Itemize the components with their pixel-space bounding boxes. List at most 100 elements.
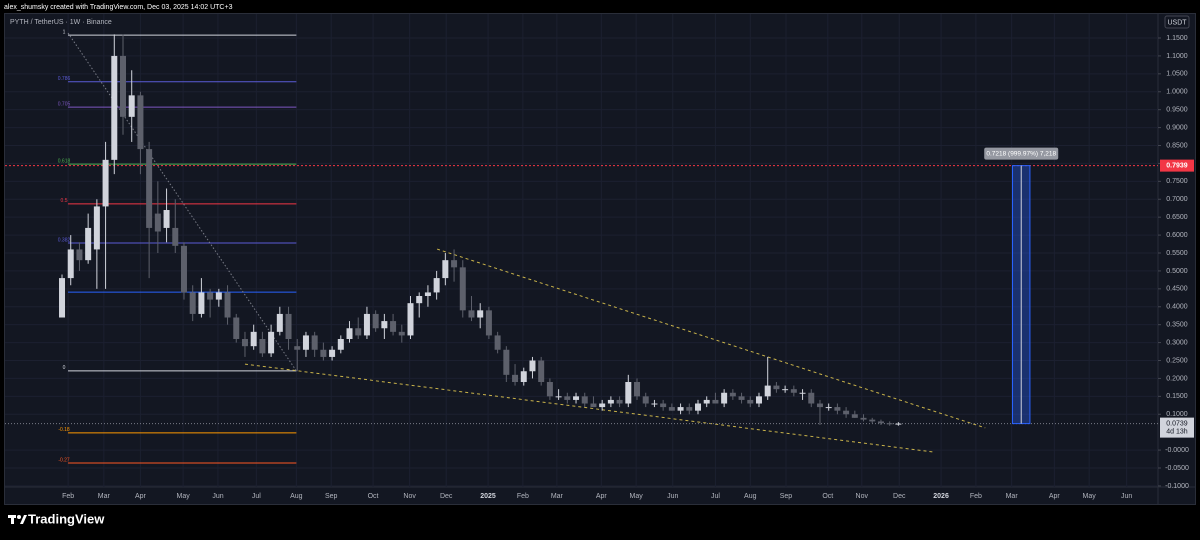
x-tick-label: Dec <box>893 493 906 500</box>
x-tick-label: Mar <box>1006 493 1019 500</box>
measure-label-box <box>984 147 1059 160</box>
candle-body <box>111 55 118 160</box>
x-tick-label: Apr <box>596 493 608 500</box>
candle-body <box>895 423 902 425</box>
candle-body <box>494 335 501 350</box>
candle-body <box>695 403 701 411</box>
candle-body <box>581 396 588 404</box>
candle-body <box>189 292 196 314</box>
y-tick-label: 0.8500 <box>1166 142 1188 149</box>
fib-label: -0.27 <box>58 457 70 463</box>
y-tick-label: 0.1000 <box>1166 411 1188 418</box>
candle-body <box>355 328 362 336</box>
x-tick-label: May <box>176 493 190 500</box>
x-tick-label: Feb <box>62 493 74 500</box>
candle-body <box>738 396 745 400</box>
x-tick-label: Feb <box>970 493 982 500</box>
y-tick-label: 0.6000 <box>1166 232 1188 239</box>
price-line-box <box>1160 159 1194 172</box>
candle-body <box>538 360 545 383</box>
candle-body <box>224 292 231 318</box>
candle-body <box>285 313 292 340</box>
candle-body <box>398 331 405 336</box>
x-tick-label: Sep <box>780 493 793 500</box>
candle-body <box>816 403 823 408</box>
currency-box[interactable] <box>1164 15 1190 29</box>
candle-body <box>93 206 100 250</box>
x-tick-label: Oct <box>368 493 379 500</box>
candle-body <box>102 159 109 207</box>
candle-body <box>860 417 867 420</box>
candle-body <box>85 227 92 261</box>
candle-body <box>59 278 66 318</box>
price-line-label: 0.7939 <box>1166 162 1188 169</box>
candle-body <box>599 403 606 408</box>
trend-line <box>67 32 297 372</box>
x-tick-label: 2025 <box>480 493 496 500</box>
candle-body <box>790 389 797 393</box>
y-tick-label: 0.5000 <box>1166 268 1188 275</box>
y-tick-label: 0.7000 <box>1166 196 1188 203</box>
candle-body <box>703 399 710 404</box>
candle-body <box>407 303 414 336</box>
candle-body <box>660 403 667 408</box>
y-tick-label: 0.7500 <box>1166 178 1188 185</box>
candle-body <box>259 339 266 354</box>
candle-body <box>381 321 388 329</box>
x-tick-label: 2026 <box>933 493 949 500</box>
candle-body <box>869 419 876 422</box>
candle-body <box>233 317 240 340</box>
chart-panel <box>4 13 1196 505</box>
candle-body <box>337 339 344 350</box>
logo-part <box>17 515 21 519</box>
candle-body <box>782 389 789 391</box>
y-tick-label: -0.0000 <box>1165 447 1189 454</box>
x-tick-label: Jul <box>252 493 261 500</box>
candle-body <box>616 399 623 404</box>
x-tick-label: May <box>1083 493 1097 500</box>
candle-body <box>433 278 440 293</box>
y-tick-label: 0.4000 <box>1166 304 1188 311</box>
y-tick-label: 0.2000 <box>1166 375 1188 382</box>
y-tick-label: 1.1500 <box>1166 35 1188 42</box>
x-tick-label: Apr <box>135 493 147 500</box>
x-tick-label: Dec <box>440 493 453 500</box>
candle-body <box>250 331 257 347</box>
fib-label: 0.618 <box>58 158 71 164</box>
candle-body <box>747 399 754 404</box>
candle-body <box>76 249 83 261</box>
last-price-box <box>1160 417 1194 438</box>
candle-body <box>651 403 658 405</box>
trend-line <box>436 248 986 429</box>
candle-body <box>825 407 832 409</box>
currency-label[interactable]: USDT <box>1167 19 1187 26</box>
candle-body <box>564 396 571 400</box>
candle-body <box>764 385 771 397</box>
candle-body <box>477 310 484 318</box>
x-tick-label: Apr <box>1049 493 1061 500</box>
candle-body <box>311 335 318 350</box>
candle-body <box>808 392 815 404</box>
candle-body <box>207 292 214 300</box>
candle-body <box>241 339 248 347</box>
candle-body <box>276 313 283 332</box>
y-tick-label: 0.9500 <box>1166 107 1188 114</box>
y-tick-label: 0.9000 <box>1166 124 1188 131</box>
fib-label: -0.18 <box>58 427 70 433</box>
y-tick-label: 1.0500 <box>1166 71 1188 78</box>
candle-body <box>215 292 222 300</box>
trend-line <box>244 363 933 453</box>
candle-body <box>363 313 370 336</box>
y-tick-label: 1.0000 <box>1166 89 1188 96</box>
candle-body <box>485 310 492 336</box>
fib-label: 0.5 <box>61 198 68 204</box>
candle-body <box>729 392 736 397</box>
y-tick-label: -0.0500 <box>1165 465 1189 472</box>
brand-logo <box>8 515 27 524</box>
candle-body <box>843 410 850 415</box>
x-tick-label: Oct <box>822 493 833 500</box>
x-tick-label: Jun <box>212 493 223 500</box>
x-tick-label: Mar <box>98 493 111 500</box>
candle-body <box>773 385 780 390</box>
